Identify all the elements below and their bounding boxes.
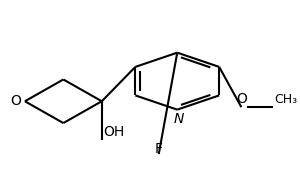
Text: O: O	[10, 94, 21, 108]
Text: F: F	[155, 142, 163, 156]
Text: OH: OH	[103, 125, 124, 139]
Text: O: O	[236, 92, 247, 106]
Text: CH₃: CH₃	[274, 93, 297, 106]
Text: N: N	[173, 112, 184, 126]
